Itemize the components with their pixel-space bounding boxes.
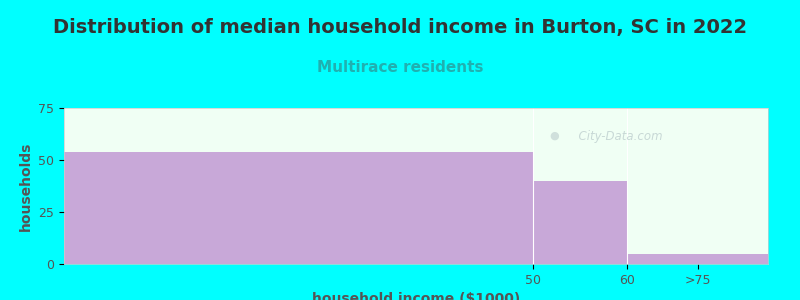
Y-axis label: households: households [18, 141, 33, 231]
Text: Multirace residents: Multirace residents [317, 60, 483, 75]
Bar [64, 152, 534, 264]
Text: City-Data.com: City-Data.com [571, 130, 662, 142]
Text: Distribution of median household income in Burton, SC in 2022: Distribution of median household income … [53, 18, 747, 37]
Bar [534, 181, 627, 264]
X-axis label: household income ($1000): household income ($1000) [312, 292, 520, 300]
Bar [627, 254, 768, 264]
Text: ●: ● [550, 131, 559, 141]
